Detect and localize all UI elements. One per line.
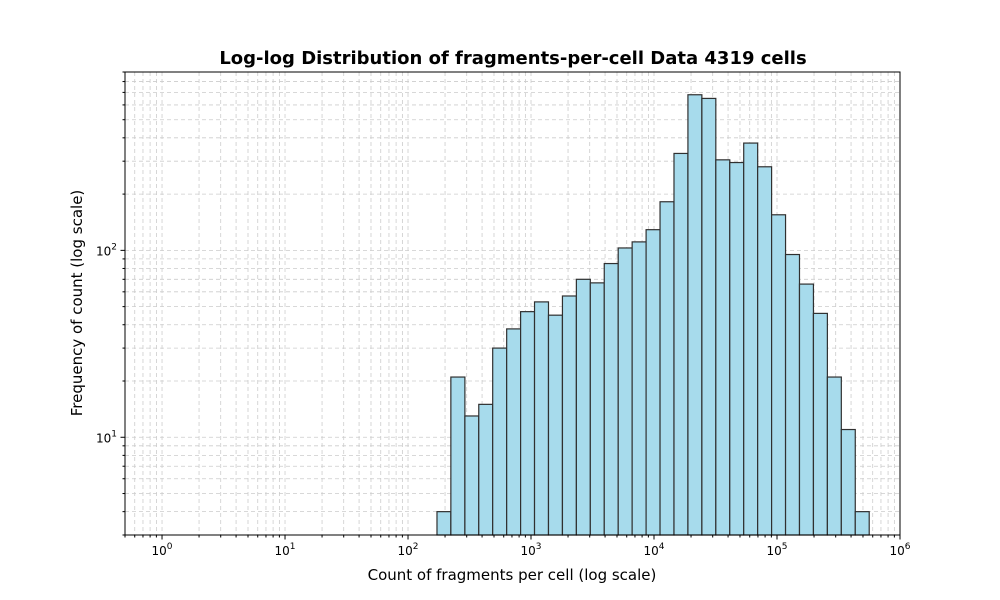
chart-title: Log-log Distribution of fragments-per-ce… [219,48,806,69]
histogram-bar [547,314,564,536]
histogram-bar [826,376,842,536]
y-axis-label: Frequency of count (log scale) [68,190,86,417]
y-tick-label: 101 [96,429,117,445]
x-tick-label: 103 [521,542,542,558]
histogram-bar [506,328,522,536]
axis-ticks: 100 101 102 103 104 105 106 101 102 [96,71,911,558]
histogram-bar [784,253,801,536]
histogram-bar [854,511,870,536]
histogram-bar [589,282,605,536]
histogram-bar [659,201,675,536]
histogram-bar [729,161,745,536]
histogram-bar [757,166,773,536]
x-tick-label: 106 [889,542,910,558]
histogram-bar [840,428,856,536]
x-tick-label: 104 [644,542,665,558]
histogram-bar [687,94,703,536]
histogram-bar [673,152,689,536]
x-tick-label: 100 [152,542,173,558]
x-tick-label: 105 [766,542,787,558]
histogram-bar [631,241,647,536]
x-tick-label: 101 [275,542,296,558]
histogram-bar [492,347,508,536]
histogram-bar [770,214,787,536]
histogram-bar [436,511,452,536]
histogram-bar [450,376,466,536]
histogram-bar [645,229,661,536]
histogram-bar [812,312,828,536]
histogram-bar [533,301,550,536]
histogram-bar [701,97,717,536]
histogram-bar [715,159,731,536]
histogram-bar [478,403,494,536]
y-tick-label: 102 [96,242,117,258]
histogram-bar [520,311,536,536]
histogram-bar [561,295,577,536]
histogram-bar [464,415,480,536]
histogram-bars [436,94,870,536]
histogram-bar [617,247,633,536]
x-tick-label: 102 [398,542,419,558]
x-axis-label: Count of fragments per cell (log scale) [368,566,657,584]
histogram-bar [743,142,759,536]
histogram-bar [798,283,815,536]
plot-frame [124,71,901,536]
histogram-bar [575,278,591,536]
histogram-bar [603,262,619,536]
